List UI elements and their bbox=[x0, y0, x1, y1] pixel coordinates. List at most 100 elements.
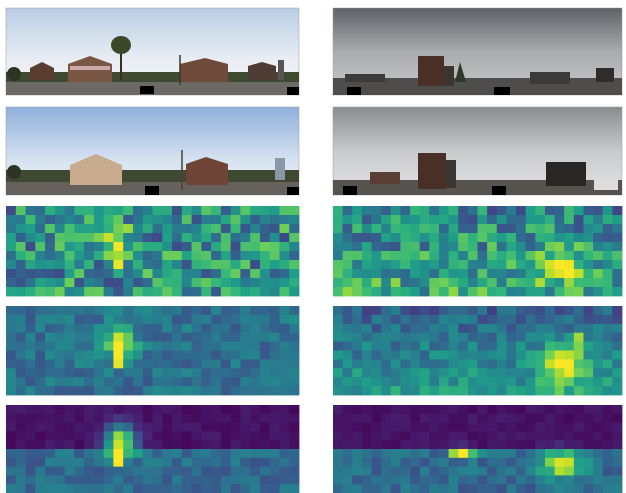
heatmap-cell bbox=[211, 377, 221, 386]
heatmap-cell bbox=[182, 242, 192, 251]
heatmap-cell bbox=[333, 333, 343, 342]
heatmap-cell bbox=[612, 224, 622, 233]
heatmap-cell bbox=[35, 359, 45, 368]
heatmap-cell bbox=[162, 359, 172, 368]
heatmap-cell bbox=[16, 306, 26, 315]
heatmap-cell bbox=[26, 423, 36, 432]
heatmap-cell bbox=[545, 449, 555, 458]
heatmap-cell bbox=[172, 333, 182, 342]
heatmap-cell bbox=[16, 405, 26, 414]
heatmap-cell bbox=[449, 260, 459, 269]
heatmap-cell bbox=[343, 377, 353, 386]
heatmap-cell bbox=[458, 287, 468, 296]
heatmap-cell bbox=[35, 278, 45, 287]
heatmap-cell bbox=[123, 333, 133, 342]
heatmap-cell bbox=[400, 306, 410, 315]
heatmap-cell bbox=[153, 359, 163, 368]
heatmap-cell bbox=[260, 306, 270, 315]
heatmap-cell bbox=[104, 287, 114, 296]
heatmap-cell bbox=[593, 458, 603, 467]
heatmap-cell bbox=[429, 278, 439, 287]
heatmap-cell bbox=[593, 224, 603, 233]
heatmap-cell bbox=[410, 484, 420, 493]
heatmap-cell bbox=[231, 423, 241, 432]
heatmap-cell bbox=[55, 278, 65, 287]
heatmap-cell bbox=[260, 449, 270, 458]
heatmap-cell bbox=[231, 368, 241, 377]
heatmap-cell bbox=[74, 215, 84, 224]
heatmap-cell bbox=[526, 449, 536, 458]
heatmap-cell bbox=[231, 458, 241, 467]
heatmap-cell bbox=[372, 484, 382, 493]
heatmap-cell bbox=[192, 440, 202, 449]
heatmap-cell bbox=[84, 260, 94, 269]
heatmap-cell bbox=[487, 224, 497, 233]
heatmap-cell bbox=[143, 414, 153, 423]
heatmap-cell bbox=[26, 215, 36, 224]
heatmap-cell bbox=[162, 215, 172, 224]
heatmap-cell bbox=[429, 386, 439, 395]
heatmap-cell bbox=[279, 224, 289, 233]
heatmap-cell bbox=[429, 315, 439, 324]
heatmap-cell bbox=[506, 260, 516, 269]
heatmap-cell bbox=[201, 368, 211, 377]
heatmap-cell bbox=[333, 278, 343, 287]
heatmap-cell bbox=[583, 306, 593, 315]
heatmap-cell bbox=[429, 467, 439, 476]
heatmap-cell bbox=[333, 431, 343, 440]
heatmap-cell bbox=[16, 449, 26, 458]
heatmap-cell bbox=[16, 324, 26, 333]
heatmap-cell bbox=[506, 414, 516, 423]
heatmap-cell bbox=[429, 333, 439, 342]
heatmap-cell bbox=[162, 333, 172, 342]
heatmap-cell bbox=[439, 315, 449, 324]
heatmap-cell bbox=[143, 315, 153, 324]
heatmap-cell bbox=[84, 359, 94, 368]
heatmap-cell bbox=[516, 449, 526, 458]
heatmap-cell bbox=[94, 206, 104, 215]
heatmap-cell bbox=[26, 484, 36, 493]
heatmap-cell bbox=[84, 484, 94, 493]
heatmap-cell bbox=[429, 206, 439, 215]
heatmap-cell bbox=[104, 475, 114, 484]
heatmap-cell bbox=[26, 242, 36, 251]
heatmap-cell bbox=[545, 278, 555, 287]
heatmap-cell bbox=[84, 215, 94, 224]
heatmap-cell bbox=[279, 260, 289, 269]
heatmap-cell bbox=[35, 405, 45, 414]
heatmap-cell bbox=[162, 287, 172, 296]
heatmap-cell bbox=[372, 359, 382, 368]
heatmap-cell bbox=[221, 306, 231, 315]
heatmap-cell bbox=[153, 368, 163, 377]
heatmap-cell bbox=[400, 251, 410, 260]
heatmap-cell bbox=[192, 449, 202, 458]
heatmap-cell bbox=[201, 431, 211, 440]
heatmap-cell bbox=[250, 342, 260, 351]
heatmap-cell bbox=[506, 233, 516, 242]
heatmap-cell bbox=[343, 260, 353, 269]
heatmap-cell bbox=[343, 458, 353, 467]
heatmap-cell bbox=[172, 475, 182, 484]
heatmap-cell bbox=[372, 368, 382, 377]
heatmap-cell bbox=[250, 315, 260, 324]
heatmap-cell bbox=[439, 324, 449, 333]
heatmap-cell bbox=[279, 342, 289, 351]
heatmap-cell bbox=[182, 377, 192, 386]
heatmap-cell bbox=[410, 333, 420, 342]
heatmap-cell bbox=[192, 224, 202, 233]
heatmap-cell bbox=[593, 242, 603, 251]
heatmap-cell bbox=[583, 269, 593, 278]
heatmap-cell bbox=[612, 278, 622, 287]
heatmap-cell bbox=[603, 278, 613, 287]
heatmap-cell bbox=[564, 440, 574, 449]
heatmap-cell bbox=[555, 475, 565, 484]
heatmap-cell bbox=[497, 315, 507, 324]
heatmap-cell bbox=[182, 251, 192, 260]
heatmap-cell bbox=[478, 315, 488, 324]
heatmap-cell bbox=[583, 484, 593, 493]
heatmap-cell bbox=[420, 359, 430, 368]
heatmap-cell bbox=[410, 377, 420, 386]
heatmap-cell bbox=[123, 440, 133, 449]
heatmap-cell bbox=[516, 423, 526, 432]
heatmap-cell bbox=[65, 475, 75, 484]
